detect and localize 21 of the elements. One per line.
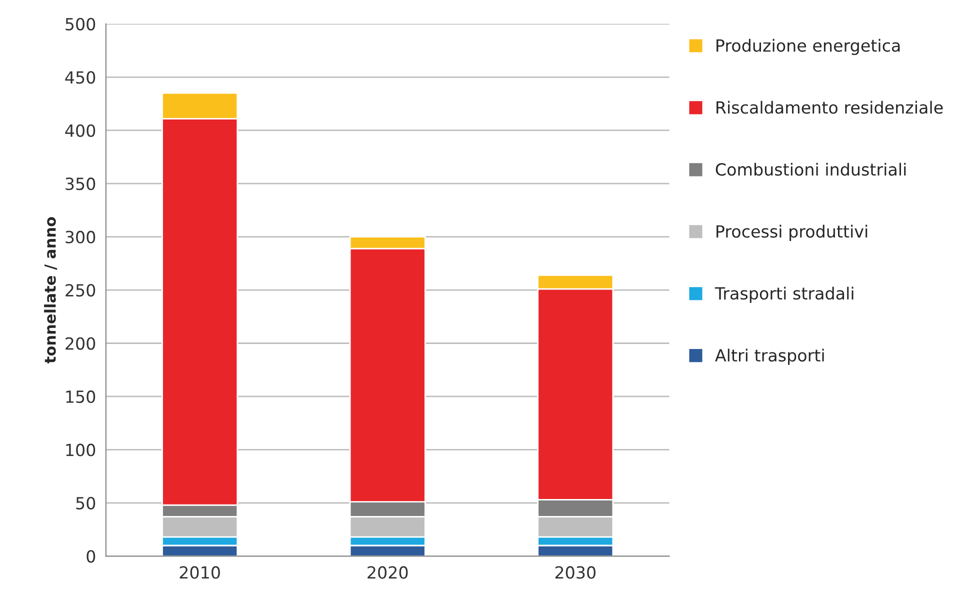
y-tick-label: 300 xyxy=(66,230,96,244)
legend-label: Combustioni industriali xyxy=(716,162,906,176)
x-tick-label: 2010 xyxy=(180,566,220,579)
y-tick-label: 200 xyxy=(66,337,96,350)
legend-label: Produzione energetica xyxy=(716,38,900,56)
y-tick-label: 0 xyxy=(86,550,96,563)
y-tick-label: 150 xyxy=(66,390,96,404)
y-tick-label: 450 xyxy=(65,71,96,84)
legend-label: Altri trasporti xyxy=(715,348,824,365)
y-tick-label: 100 xyxy=(66,444,96,456)
x-tick-label: 2020 xyxy=(368,566,408,579)
legend-label: Trasporti stradali xyxy=(714,286,854,303)
legend-label: Processi produttivi xyxy=(716,224,868,241)
y-tick-label: 50 xyxy=(76,496,96,510)
y-axis-title: tonnellate / anno xyxy=(44,217,58,364)
y-tick-label: 400 xyxy=(65,124,96,137)
y-tick-label: 250 xyxy=(66,284,96,297)
y-tick-label: 350 xyxy=(66,178,96,190)
legend-label: Riscaldamento residenziale xyxy=(716,100,943,114)
x-tick-label: 2030 xyxy=(555,566,596,579)
y-tick-label: 500 xyxy=(66,18,96,30)
